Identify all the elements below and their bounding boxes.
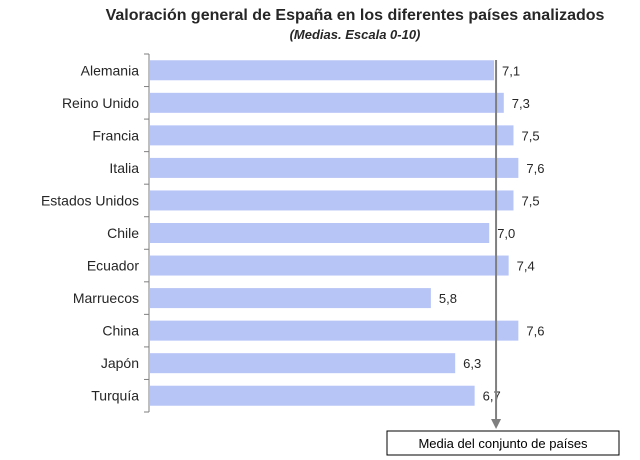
category-label: China xyxy=(102,323,139,339)
bar xyxy=(150,353,456,374)
bar xyxy=(150,385,475,406)
mean-annotation-box xyxy=(386,430,620,456)
value-label: 6,3 xyxy=(463,356,481,371)
bar xyxy=(150,255,509,276)
category-label: Italia xyxy=(109,160,139,176)
value-label: 7,5 xyxy=(522,193,540,208)
bar xyxy=(150,157,519,178)
category-label: Francia xyxy=(92,127,139,143)
bar xyxy=(150,60,495,81)
value-label: 7,5 xyxy=(522,128,540,143)
bars xyxy=(150,60,519,406)
bar xyxy=(150,223,490,243)
category-label: Marruecos xyxy=(73,290,139,306)
chart-subtitle: (Medias. Escala 0-10) xyxy=(290,27,421,42)
bar xyxy=(150,288,431,309)
mean-arrow-icon xyxy=(491,419,502,429)
mean-annotation-label: Media del conjunto de países xyxy=(418,436,588,451)
bar xyxy=(150,320,519,341)
value-label: 7,3 xyxy=(512,96,530,111)
category-label: Alemania xyxy=(81,62,140,78)
category-label: Turquía xyxy=(91,388,139,404)
category-label: Ecuador xyxy=(87,258,139,274)
mean-line-group: Media del conjunto de países xyxy=(386,60,620,456)
value-label: 7,6 xyxy=(526,161,544,176)
category-label: Reino Unido xyxy=(62,95,139,111)
category-labels: Alemania Reino Unido Francia Italia Estados … xyxy=(41,62,139,403)
value-label: 7,0 xyxy=(497,226,515,241)
value-label: 7,4 xyxy=(517,259,535,274)
bar xyxy=(150,125,514,146)
value-label: 7,1 xyxy=(502,63,520,78)
category-label: Chile xyxy=(107,225,139,241)
bar xyxy=(150,92,504,113)
category-ticks xyxy=(144,53,149,413)
category-label: Japón xyxy=(101,355,139,371)
bar xyxy=(150,190,514,211)
value-label: 5,8 xyxy=(439,291,457,306)
value-label: 6,7 xyxy=(483,389,501,404)
chart-title: Valoración general de España en los dife… xyxy=(106,7,605,24)
category-label: Estados Unidos xyxy=(41,192,139,208)
value-label: 7,6 xyxy=(526,324,544,339)
